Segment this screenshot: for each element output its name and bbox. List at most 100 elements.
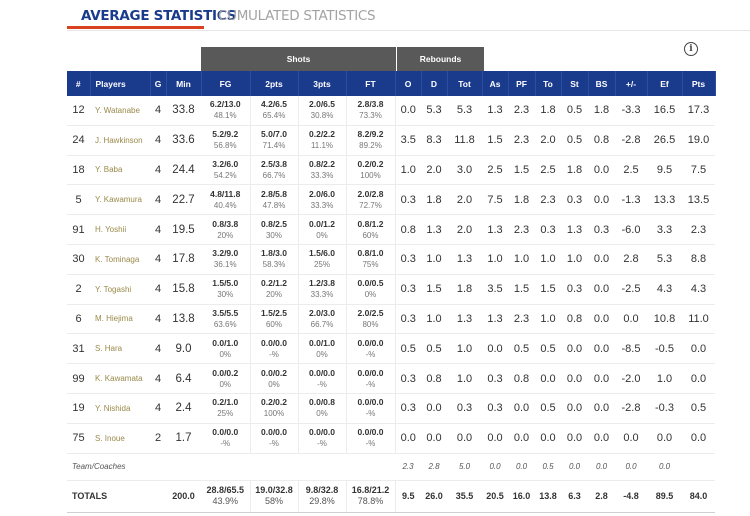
stat-ef: 3.3 [647,214,682,245]
ft: 2.0/2.5 80% [346,304,396,335]
header-tot[interactable]: Tot [447,71,483,96]
stat-pm: -3.3 [615,96,647,126]
table-row: 30 K. Tominaga 4 17.8 3.2/9.0 36.1% 1.8/3.0 58.… [67,244,715,275]
header-pts[interactable]: Pts [682,71,716,96]
stat-o: 0.0 [395,423,421,454]
ft: 0.2/0.2 100% [346,155,396,186]
tab-cumulated-statistics[interactable]: CUMULATED STATISTICS [218,8,376,24]
games: 2 [150,423,166,454]
header-fg[interactable]: FG [201,71,251,96]
player-name-link[interactable]: Y. Watanabe [90,96,150,126]
stat-d: 1.3 [421,214,447,245]
two-pts: 0.2/1.2 20% [250,274,299,305]
stat-d: 0.0 [421,393,447,424]
totals-ft-made-attempted: 16.8/21.2 [351,485,390,496]
player-name-link[interactable]: Y. Baba [90,155,150,186]
totals-two-pts: 19.0/32.8 58% [250,480,299,513]
games: 4 [150,125,166,156]
stat-as: 0.3 [482,363,508,394]
minutes: 13.8 [166,304,201,335]
fg: 0.8/3.8 20% [201,214,251,245]
shots-group-header: Shots [201,47,396,71]
stat-d: 1.8 [421,184,447,216]
header-players[interactable]: Players [90,71,151,96]
header-ft[interactable]: FT [346,71,396,96]
stat-pm: 0.0 [615,304,647,335]
empty-cell [298,453,346,481]
fg: 0.2/1.0 25% [201,393,251,424]
totals-two-pts-percentage: 58% [264,496,283,507]
ft-percentage: 89.2% [359,141,382,151]
fg-made-attempted: 6.2/13.0 [209,99,241,110]
player-name-link[interactable]: Y. Nishida [90,393,150,424]
fg: 3.5/5.5 63.6% [201,304,251,335]
ft: 0.8/1.0 75% [346,244,396,275]
stat-as: 2.5 [482,155,508,186]
player-name-link[interactable]: S. Hara [90,333,150,365]
team-stat-o: 2.3 [395,453,421,481]
header-min[interactable]: Min [166,71,202,96]
totals-three-pts-made-attempted: 9.8/32.8 [305,485,339,496]
empty-cell [250,453,298,481]
header-num[interactable]: # [67,71,91,96]
minutes: 1.7 [166,423,201,454]
player-number: 75 [67,423,90,454]
fg-percentage: 0% [219,349,232,359]
stat-bs: 0.0 [588,155,615,186]
player-name-link[interactable]: K. Kawamata [90,363,150,394]
player-name-link[interactable]: S. Inoue [90,423,150,454]
stat-bs: 0.0 [588,244,615,275]
header-st[interactable]: St [561,71,589,96]
stat-tot: 0.0 [447,423,482,454]
header-to[interactable]: To [535,71,562,96]
three-pts: 0.0/1.2 0% [298,214,347,245]
stat-pts: 13.5 [682,184,715,216]
player-name-link[interactable]: Y. Togashi [90,274,150,305]
games: 4 [150,155,166,186]
three-pts: 0.8/2.2 33.3% [298,155,347,186]
header-o[interactable]: O [395,71,422,96]
three-pts: 1.5/6.0 25% [298,244,347,275]
ft-percentage: -% [365,379,376,389]
stat-tot: 2.0 [447,214,482,245]
minutes: 2.4 [166,393,201,424]
stat-st: 0.0 [561,423,588,454]
fg-made-attempted: 3.2/9.0 [212,248,239,259]
fg-made-attempted: 0.0/1.0 [212,337,239,348]
ft-made-attempted: 0.0/0.5 [357,278,384,289]
fg-made-attempted: 4.8/11.8 [210,188,241,199]
totals-three-pts: 9.8/32.8 29.8% [298,480,347,513]
stat-st: 1.0 [561,244,588,275]
header-d[interactable]: D [421,71,448,96]
header-pf[interactable]: PF [508,71,536,96]
stat-bs: 0.0 [588,423,615,454]
fg: 6.2/13.0 48.1% [201,96,251,126]
three-pts: 1.2/3.8 33.3% [298,274,347,305]
player-name-link[interactable]: M. Hiejima [90,304,150,335]
player-name-link[interactable]: Y. Kawamura [90,184,150,216]
info-icon[interactable]: i [684,42,698,56]
two-pts: 0.0/0.2 0% [250,363,299,394]
header-as[interactable]: As [482,71,509,96]
totals-stat-o: 9.5 [395,480,421,513]
stat-bs: 1.8 [588,96,615,126]
header-g[interactable]: G [150,71,167,96]
player-name-link[interactable]: K. Tominaga [90,244,150,275]
player-name-link[interactable]: H. Yoshii [90,214,150,245]
ft-percentage: -% [365,439,376,449]
active-tab-indicator [67,26,204,29]
header-plus-minus[interactable]: +/- [615,71,648,96]
three-pts: 0.0/0.0 -% [298,423,347,454]
three-pts-percentage: 66.7% [310,319,334,329]
three-pts: 0.2/2.2 11.1% [298,125,347,156]
header-bs[interactable]: BS [588,71,616,96]
player-name-link[interactable]: J. Hawkinson [90,125,150,156]
header-ef[interactable]: Ef [647,71,683,96]
tab-average-statistics[interactable]: AVERAGE STATISTICS [81,8,236,24]
header-3pts[interactable]: 3pts [298,71,347,96]
two-pts-percentage: -% [269,439,279,449]
header-2pts[interactable]: 2pts [250,71,299,96]
stat-o: 1.0 [395,155,421,186]
three-pts-made-attempted: 0.0/0.8 [309,397,335,408]
stat-ef: -0.5 [647,333,682,365]
